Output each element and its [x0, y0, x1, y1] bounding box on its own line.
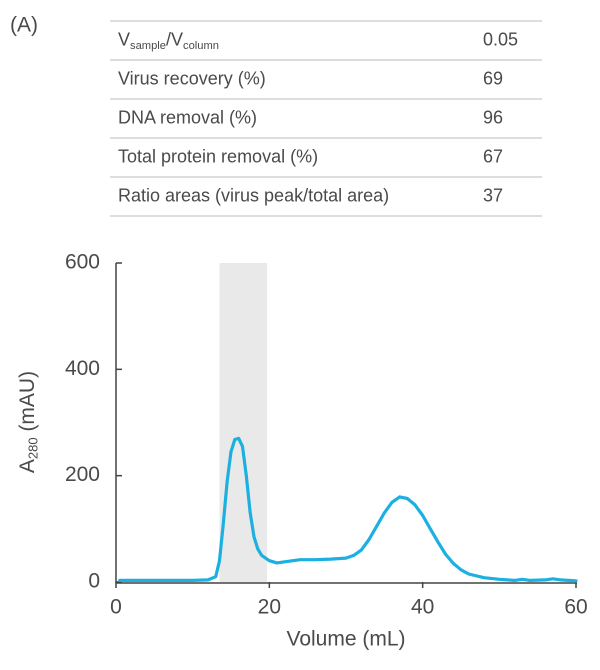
row-value: 0.05 [483, 29, 518, 49]
y-tick-label: 400 [65, 357, 100, 380]
row-value: 96 [483, 107, 503, 127]
row-label: DNA removal (%) [118, 107, 257, 127]
x-tick-label: 0 [110, 596, 122, 619]
subscript: sample [130, 40, 166, 52]
y-tick-label: 600 [65, 251, 100, 274]
y-tick-label: 200 [65, 463, 100, 486]
text-segment: V [118, 29, 130, 49]
text-segment: DNA removal (%) [118, 107, 257, 127]
x-tick-label: 40 [411, 596, 434, 619]
text-segment: Total protein removal (%) [118, 146, 318, 166]
row-value: 69 [483, 68, 503, 88]
x-tick-label: 60 [564, 596, 587, 619]
row-label: Total protein removal (%) [118, 146, 318, 166]
row-value: 37 [483, 185, 503, 205]
text-segment: Virus recovery (%) [118, 68, 266, 88]
row-label: Vsample/Vcolumn [118, 29, 219, 52]
text-segment: (mAU) [16, 371, 39, 438]
x-tick-label: 20 [258, 596, 281, 619]
highlight-band [219, 263, 268, 582]
text-segment: A [16, 459, 39, 473]
text-segment: /V [166, 29, 183, 49]
row-value: 67 [483, 146, 503, 166]
row-label: Virus recovery (%) [118, 68, 266, 88]
subscript: 280 [26, 437, 41, 459]
x-axis-label: Volume (mL) [286, 628, 405, 651]
row-label: Ratio areas (virus peak/total area) [118, 185, 389, 205]
panel-label: (A) [10, 14, 38, 37]
text-segment: Ratio areas (virus peak/total area) [118, 185, 389, 205]
y-tick-label: 0 [88, 570, 100, 593]
y-axis-label: A280 (mAU) [16, 371, 41, 473]
subscript: column [183, 40, 219, 52]
data-line [118, 436, 578, 583]
